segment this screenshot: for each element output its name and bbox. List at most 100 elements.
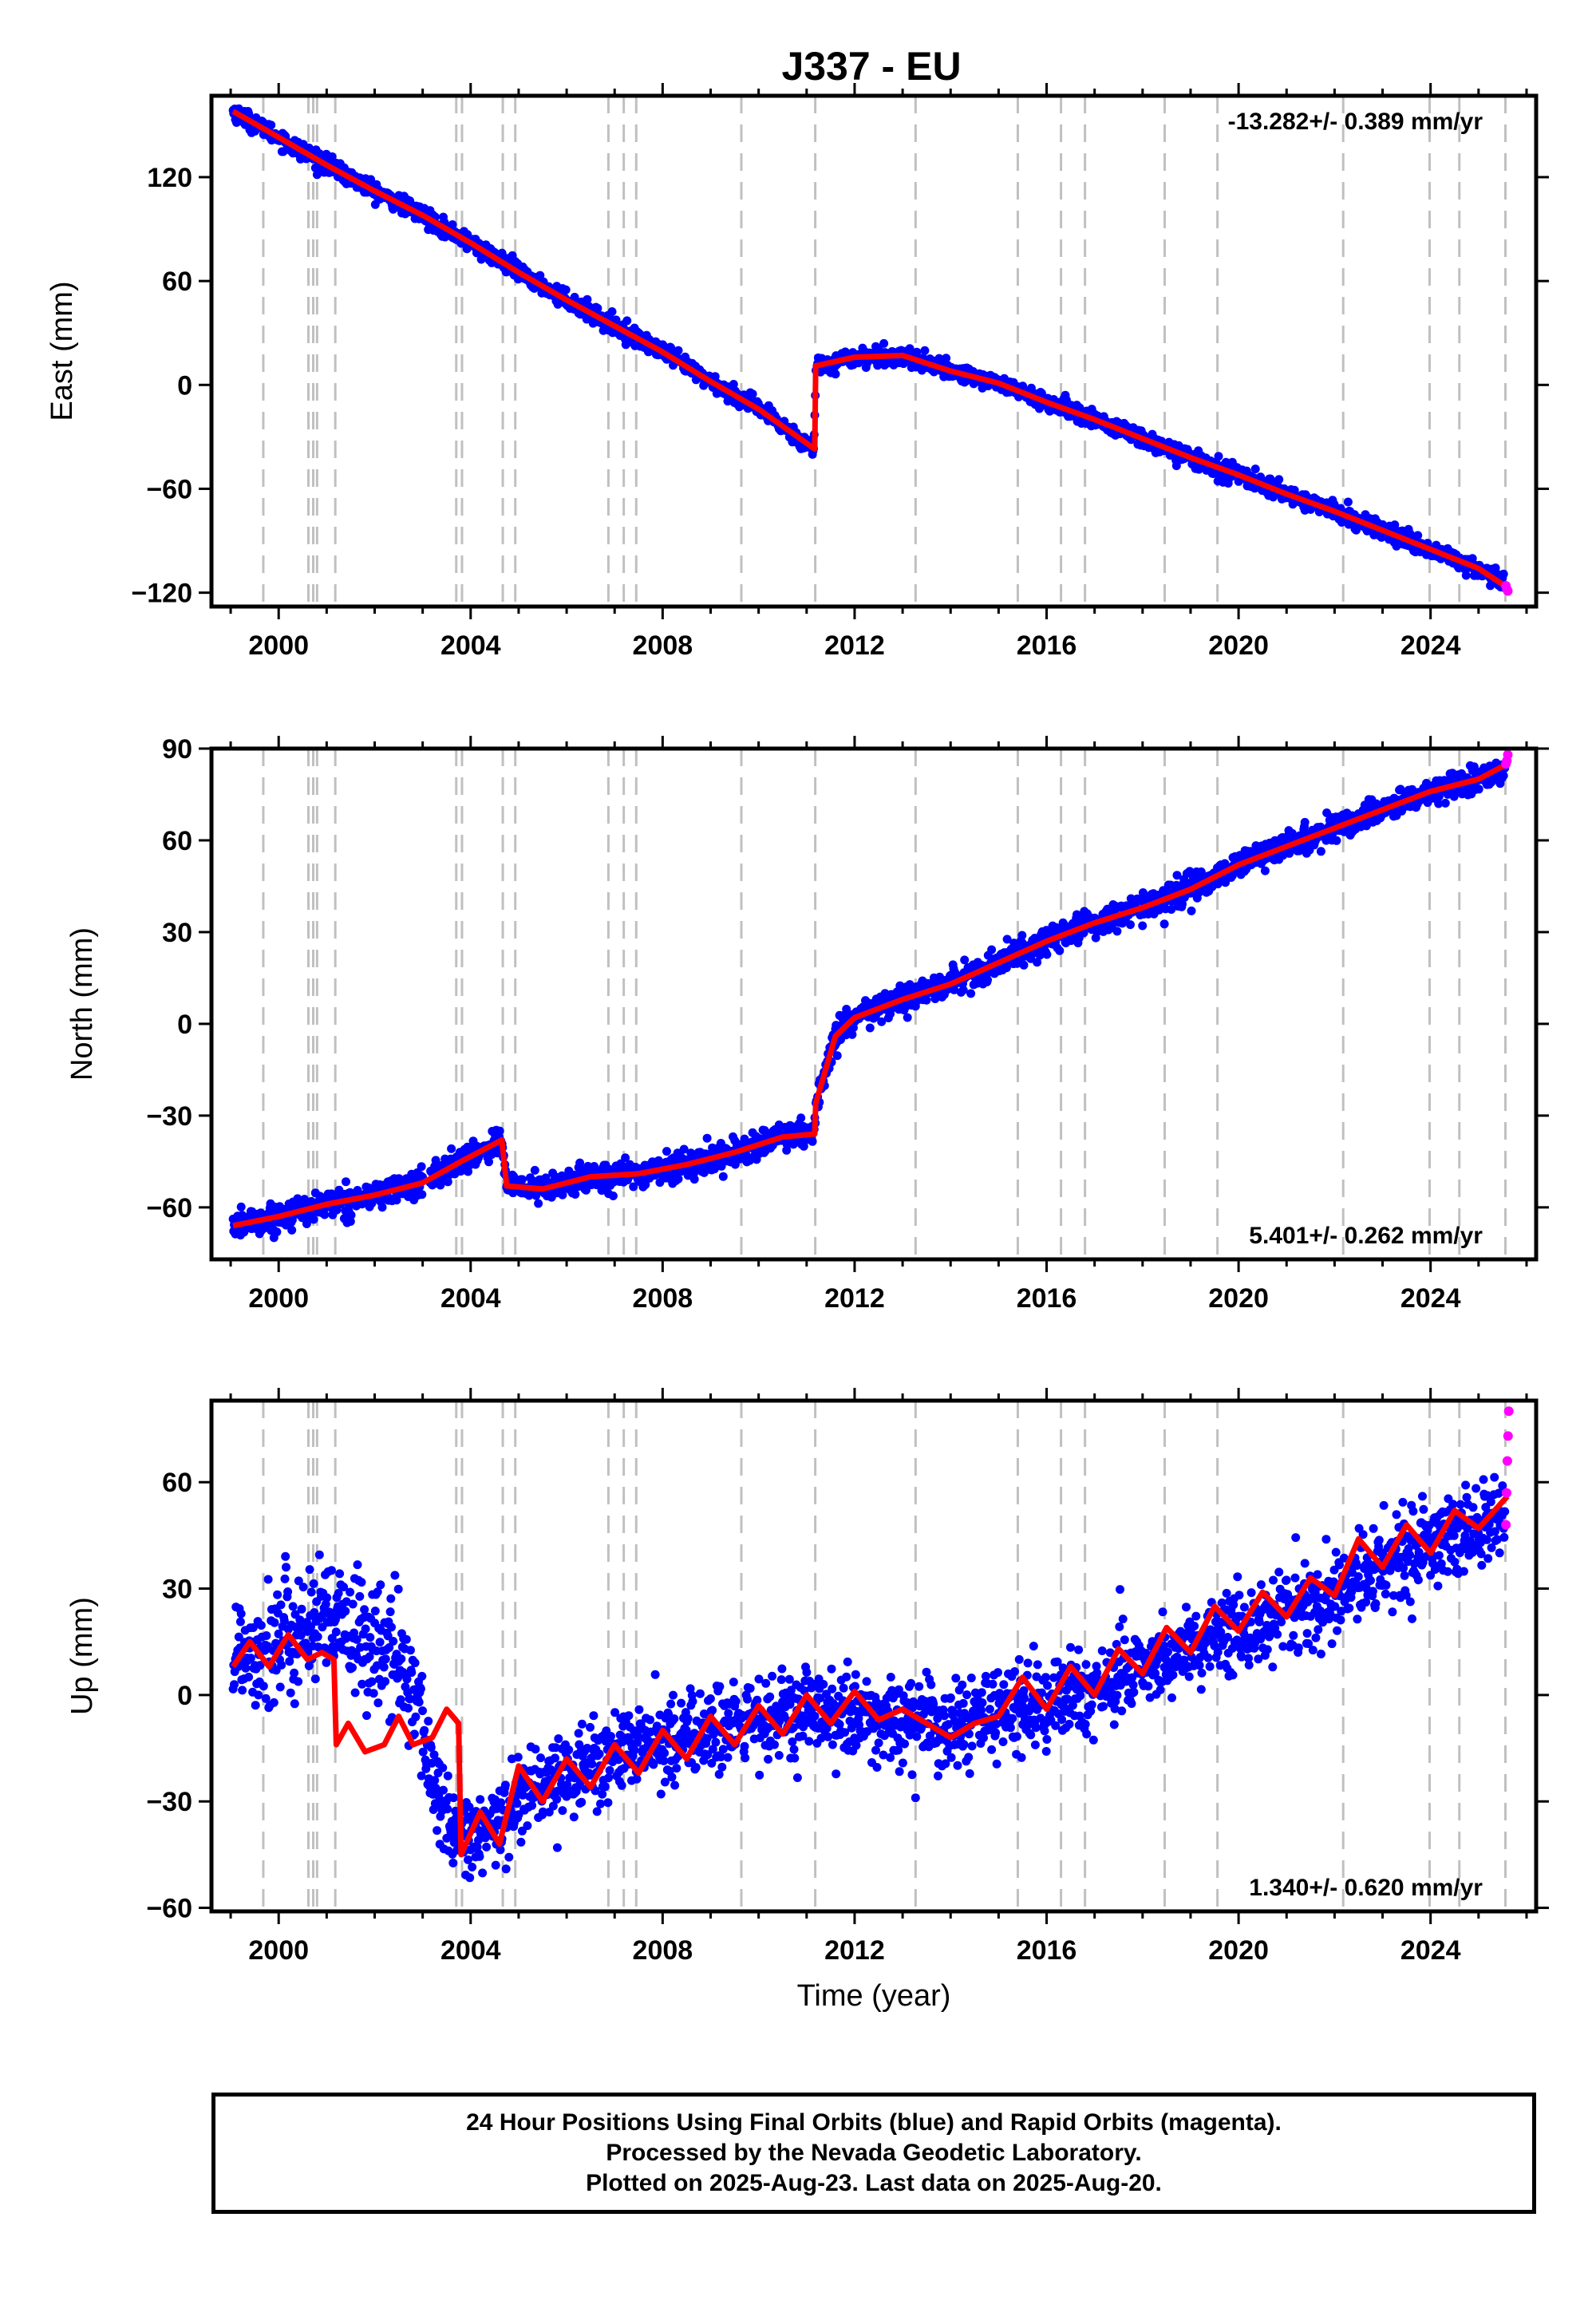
y-tick-label: 60 (162, 826, 192, 856)
final-orbit-point (440, 232, 450, 242)
final-orbit-point (290, 1668, 299, 1678)
final-orbit-point (381, 1677, 390, 1686)
final-orbit-point (331, 1614, 340, 1624)
final-orbit-point (288, 1602, 298, 1611)
final-orbit-point (407, 1668, 417, 1678)
final-orbit-point (1017, 931, 1027, 940)
final-orbit-point (401, 1634, 411, 1644)
final-orbit-point (1413, 531, 1423, 540)
final-orbit-point (1274, 475, 1284, 484)
final-orbit-point (593, 303, 602, 313)
model-line (232, 761, 1509, 1229)
final-orbit-point (397, 1654, 406, 1664)
final-orbit-point (286, 1688, 295, 1697)
final-orbit-point (1035, 404, 1044, 413)
final-orbit-point (832, 1051, 842, 1061)
final-orbit-point (272, 1227, 282, 1237)
final-orbit-point (958, 986, 968, 994)
final-orbit-point (583, 294, 592, 304)
final-orbit-point (305, 1565, 314, 1575)
final-orbit-point (281, 1551, 290, 1561)
final-orbit-point (1316, 847, 1325, 856)
final-orbit-point (1138, 921, 1148, 931)
final-orbit-point (355, 1591, 365, 1601)
final-orbit-point (304, 143, 314, 152)
final-orbit-point (410, 1658, 420, 1668)
final-orbit-point (287, 1225, 297, 1235)
final-orbit-point (831, 370, 840, 379)
final-orbit-point (301, 1638, 310, 1648)
final-orbit-point (379, 1662, 389, 1672)
final-orbit-point (796, 1113, 806, 1123)
final-orbit-point (1396, 785, 1405, 794)
final-orbit-point (269, 1697, 279, 1707)
final-orbit-point (1260, 866, 1270, 875)
final-orbit-point (966, 989, 976, 998)
final-orbit-point (1392, 541, 1401, 551)
final-orbit-point (1499, 771, 1508, 781)
final-orbit-point (405, 1694, 415, 1704)
final-orbit-point (352, 1634, 361, 1644)
final-orbit-point (297, 1604, 306, 1614)
final-orbit-point (350, 1688, 360, 1697)
x-tick-label: 2000 (248, 630, 309, 661)
final-orbit-point (1440, 798, 1450, 808)
final-orbit-point (236, 1202, 246, 1211)
final-orbit-point (296, 1630, 306, 1640)
final-orbit-point (350, 1628, 359, 1638)
final-orbit-point (327, 1634, 337, 1643)
final-orbit-point (402, 1674, 412, 1684)
final-orbit-point (561, 285, 571, 294)
final-orbit-point (273, 1590, 282, 1599)
final-orbit-point (275, 1682, 285, 1692)
final-orbit-point (590, 1162, 599, 1171)
panel-frame (209, 93, 1539, 609)
final-orbit-point (283, 1587, 293, 1596)
final-orbit-point (748, 389, 757, 399)
final-orbit-point (1055, 946, 1065, 955)
final-orbit-point (262, 1631, 271, 1640)
final-orbit-point (443, 1177, 452, 1187)
final-orbit-point (263, 1575, 273, 1584)
final-orbit-point (276, 1600, 286, 1610)
x-tick-label: 2008 (633, 1283, 693, 1314)
final-orbit-point (1332, 836, 1341, 845)
x-tick-label: 2004 (440, 1283, 501, 1314)
final-orbit-point (416, 1684, 425, 1694)
final-orbit-point (404, 1703, 413, 1713)
final-orbit-point (251, 1701, 260, 1710)
final-orbit-point (674, 1174, 683, 1184)
y-tick-label: 30 (162, 918, 192, 948)
final-orbit-point (367, 1677, 377, 1686)
final-orbit-point (389, 1637, 398, 1646)
final-orbit-point (1042, 950, 1052, 959)
final-orbit-point (987, 945, 997, 954)
final-orbit-point (248, 1623, 258, 1632)
final-orbit-point (575, 1158, 585, 1168)
final-orbit-point (335, 1569, 345, 1579)
velocity-rate-label: 5.401+/- 0.262 mm/yr (1249, 1223, 1483, 1249)
final-orbit-point (799, 1141, 808, 1151)
final-orbit-point (1214, 452, 1223, 461)
final-orbit-point (622, 316, 632, 326)
final-orbit-point (370, 1607, 380, 1616)
final-orbit-point (322, 1658, 331, 1667)
final-orbit-point (267, 121, 276, 130)
y-tick-label: −30 (146, 1101, 192, 1132)
final-orbit-point (279, 147, 288, 156)
final-orbit-point (348, 1663, 357, 1673)
final-orbit-point (290, 1699, 299, 1709)
final-orbit-point (386, 1594, 396, 1603)
y-tick-label: 120 (147, 163, 192, 193)
y-tick-label: 90 (162, 734, 192, 765)
final-orbit-point (1474, 785, 1483, 794)
final-orbit-point (280, 1574, 290, 1583)
final-orbit-point (321, 1599, 330, 1609)
chart-title: J337 - EU (781, 44, 961, 89)
final-orbit-point (942, 354, 951, 363)
final-orbit-point (431, 1156, 440, 1165)
final-orbit-point (1461, 571, 1471, 580)
final-orbit-point (348, 1599, 358, 1609)
x-tick-label: 2020 (1208, 1283, 1269, 1314)
